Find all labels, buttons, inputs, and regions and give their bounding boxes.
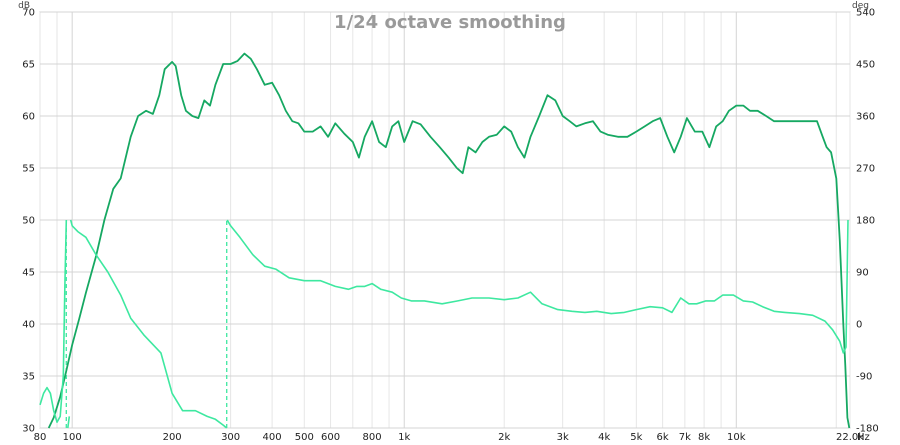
x-tick-label: 2k bbox=[498, 432, 510, 443]
x-tick-label: 100 bbox=[63, 432, 82, 443]
x-tick-label: 8k bbox=[698, 432, 710, 443]
y-left-tick-label: 50 bbox=[22, 216, 35, 227]
y-left-tick-label: 60 bbox=[22, 112, 35, 123]
y-right-tick-label: -90 bbox=[856, 372, 872, 383]
x-tick-label: 6k bbox=[657, 432, 669, 443]
y-left-tick-label: 70 bbox=[22, 8, 35, 19]
x-tick-label: 7k bbox=[679, 432, 691, 443]
x-tick-label: 4k bbox=[598, 432, 610, 443]
y-right-tick-label: -180 bbox=[856, 424, 879, 435]
x-tick-label: 500 bbox=[295, 432, 314, 443]
plot-area bbox=[40, 52, 851, 429]
x-tick-label: 800 bbox=[363, 432, 382, 443]
x-tick-label: 80 bbox=[34, 432, 47, 443]
x-tick-label: 10k bbox=[727, 432, 746, 443]
y-right-tick-label: 360 bbox=[856, 112, 875, 123]
y-left-tick-label: 65 bbox=[22, 60, 35, 71]
x-axis-unit: Hz bbox=[857, 432, 870, 443]
y-right-tick-label: 540 bbox=[856, 8, 875, 19]
x-tick-label: 1k bbox=[398, 432, 410, 443]
y-right-tick-label: 0 bbox=[856, 320, 862, 331]
y-left-tick-label: 30 bbox=[22, 424, 35, 435]
left-axis-unit: dB bbox=[18, 1, 30, 11]
grid bbox=[39, 11, 851, 429]
y-right-tick-label: 450 bbox=[856, 60, 875, 71]
right-axis-unit: deg bbox=[852, 1, 869, 11]
y-right-tick-label: 180 bbox=[856, 216, 875, 227]
axes: 80 100 200 300 400 500 600 800 1k 2k 3k 4k 5k 6k 7k 8k 1… bbox=[22, 8, 878, 444]
y-left-tick-label: 40 bbox=[22, 320, 35, 331]
y-right-tick-label: 90 bbox=[856, 268, 869, 279]
chart-title: 1/24 octave smoothing bbox=[334, 12, 566, 33]
y-right-tick-label: 270 bbox=[856, 164, 875, 175]
x-tick-label: 400 bbox=[263, 432, 282, 443]
x-tick-label: 5k bbox=[630, 432, 642, 443]
x-tick-label: 300 bbox=[221, 432, 240, 443]
y-left-tick-label: 45 bbox=[22, 268, 35, 279]
x-tick-label: 22.0k bbox=[836, 432, 864, 443]
x-tick-label: 3k bbox=[557, 432, 569, 443]
y-left-tick-label: 55 bbox=[22, 164, 35, 175]
y-left-tick-label: 35 bbox=[22, 372, 35, 383]
x-tick-label: 200 bbox=[163, 432, 182, 443]
magnitude-line bbox=[47, 52, 851, 429]
x-tick-label: 600 bbox=[321, 432, 340, 443]
